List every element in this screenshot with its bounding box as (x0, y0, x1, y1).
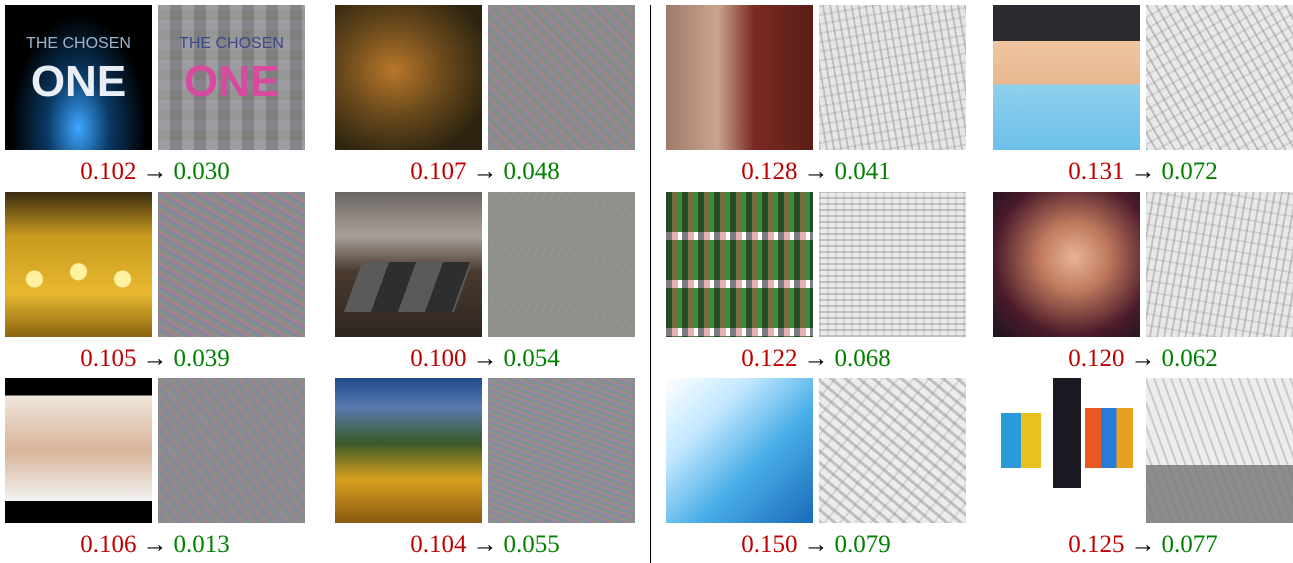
example-cell-10: 0.104 → 0.055 (335, 378, 635, 563)
score-after: 0.079 (834, 531, 891, 558)
perturbation-image-12 (1146, 378, 1293, 523)
perturbation-image-3 (819, 5, 966, 150)
arrow-icon: → (803, 158, 829, 185)
perturbation-image-11 (819, 378, 966, 523)
perturbation-image-1: THE CHOSEN ONE (158, 5, 305, 150)
example-cell-2: 0.107 → 0.048 (335, 5, 635, 190)
score-caption-7: 0.122 → 0.068 (666, 344, 966, 374)
original-image-3 (666, 5, 813, 150)
score-after: 0.054 (503, 345, 560, 372)
perturbation-title-line-2: ONE (183, 57, 280, 106)
score-caption-9: 0.106 → 0.013 (5, 530, 305, 560)
arrow-icon: → (472, 158, 498, 185)
original-image-10 (335, 378, 482, 523)
perturbation-image-2 (488, 5, 635, 150)
arrow-icon: → (1130, 158, 1156, 185)
score-after: 0.030 (173, 158, 230, 185)
original-image-1: THE CHOSEN ONE (5, 5, 152, 150)
example-cell-7: 0.122 → 0.068 (666, 192, 966, 377)
score-before: 0.100 (410, 345, 467, 372)
original-image-7 (666, 192, 813, 337)
original-image-5 (5, 192, 152, 337)
original-image-4 (993, 5, 1140, 150)
original-image-12 (993, 378, 1140, 523)
score-before: 0.122 (741, 345, 798, 372)
score-caption-6: 0.100 → 0.054 (335, 344, 635, 374)
person-legs-shape (1053, 378, 1081, 488)
original-image-9 (5, 378, 152, 523)
floor-mat-shape (343, 262, 473, 312)
arrow-icon: → (472, 345, 498, 372)
example-cell-3: 0.128 → 0.041 (666, 5, 966, 190)
score-after: 0.013 (173, 531, 230, 558)
arrow-icon: → (803, 531, 829, 558)
score-caption-5: 0.105 → 0.039 (5, 344, 305, 374)
arrow-icon: → (142, 531, 168, 558)
original-image-6 (335, 192, 482, 337)
example-cell-6: 0.100 → 0.054 (335, 192, 635, 377)
arrow-icon: → (472, 531, 498, 558)
score-after: 0.041 (834, 158, 891, 185)
perturbation-image-8 (1146, 192, 1293, 337)
score-caption-8: 0.120 → 0.062 (993, 344, 1293, 374)
score-after: 0.072 (1161, 158, 1218, 185)
example-cell-4: 0.131 → 0.072 (993, 5, 1293, 190)
perturbation-image-10 (488, 378, 635, 523)
score-caption-11: 0.150 → 0.079 (666, 530, 966, 560)
score-before: 0.102 (80, 158, 137, 185)
score-after: 0.062 (1161, 345, 1218, 372)
score-caption-12: 0.125 → 0.077 (993, 530, 1293, 560)
example-cell-8: 0.120 → 0.062 (993, 192, 1293, 377)
perturbation-image-7 (819, 192, 966, 337)
arrow-icon: → (142, 158, 168, 185)
score-after: 0.077 (1161, 531, 1218, 558)
score-after: 0.068 (834, 345, 891, 372)
perturbation-image-5 (158, 192, 305, 337)
example-cell-9: 0.106 → 0.013 (5, 378, 305, 563)
example-cell-1: THE CHOSEN ONE THE CHOSEN ONE 0.102 → 0.03… (5, 5, 305, 190)
original-image-8 (993, 192, 1140, 337)
score-caption-4: 0.131 → 0.072 (993, 157, 1293, 187)
score-before: 0.150 (741, 531, 798, 558)
arrow-icon: → (803, 345, 829, 372)
original-title-line-1: THE CHOSEN (26, 35, 131, 52)
column-divider (650, 5, 651, 563)
arrow-icon: → (142, 345, 168, 372)
score-caption-2: 0.107 → 0.048 (335, 157, 635, 187)
score-before: 0.105 (80, 345, 137, 372)
score-before: 0.125 (1068, 531, 1125, 558)
perturbation-image-4 (1146, 5, 1293, 150)
shopping-bag-shape (1001, 413, 1041, 468)
score-caption-10: 0.104 → 0.055 (335, 530, 635, 560)
original-title-line-2: ONE (30, 57, 127, 106)
example-cell-12: 0.125 → 0.077 (993, 378, 1293, 563)
score-before: 0.128 (741, 158, 798, 185)
perturbation-image-6 (488, 192, 635, 337)
score-caption-3: 0.128 → 0.041 (666, 157, 966, 187)
example-cell-11: 0.150 → 0.079 (666, 378, 966, 563)
shopping-bag-shape (1085, 408, 1133, 468)
perturbation-title-line-1: THE CHOSEN (179, 35, 284, 52)
perturbation-image-9 (158, 378, 305, 523)
score-caption-1: 0.102 → 0.030 (5, 157, 305, 187)
example-cell-5: 0.105 → 0.039 (5, 192, 305, 377)
score-after: 0.055 (503, 531, 560, 558)
score-before: 0.104 (410, 531, 467, 558)
score-before: 0.131 (1068, 158, 1125, 185)
arrow-icon: → (1130, 345, 1156, 372)
score-before: 0.106 (80, 531, 137, 558)
original-image-2 (335, 5, 482, 150)
score-after: 0.039 (173, 345, 230, 372)
score-before: 0.107 (410, 158, 467, 185)
original-image-11 (666, 378, 813, 523)
score-before: 0.120 (1068, 345, 1125, 372)
score-after: 0.048 (503, 158, 560, 185)
arrow-icon: → (1130, 531, 1156, 558)
